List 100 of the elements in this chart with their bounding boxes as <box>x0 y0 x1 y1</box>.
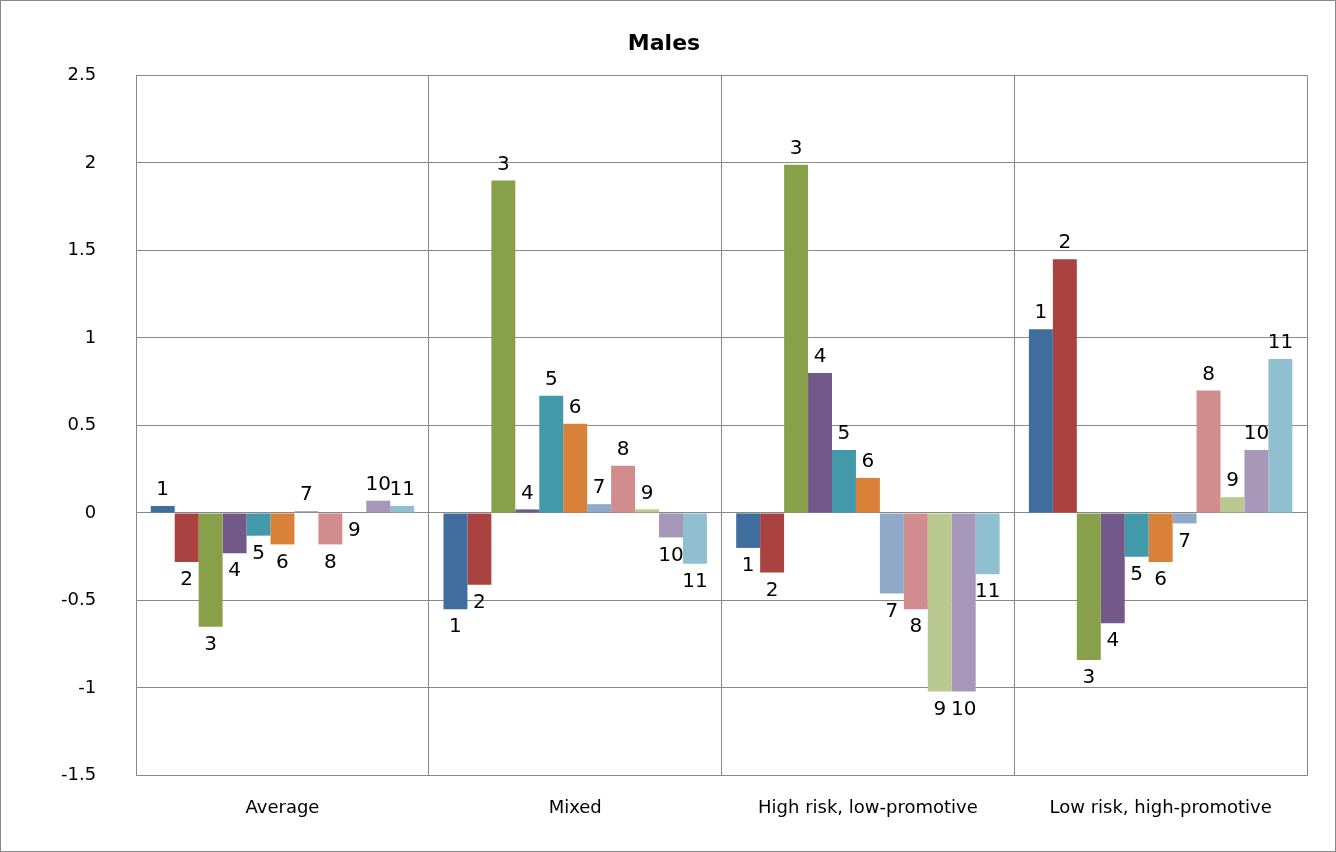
bar <box>1028 329 1053 513</box>
series-label: 3 <box>204 630 217 655</box>
text: 5 <box>837 420 851 445</box>
text: 6 <box>861 448 875 473</box>
bar <box>1100 513 1125 624</box>
series-label: 7 <box>885 597 899 622</box>
bar <box>515 509 540 513</box>
bar <box>1220 497 1245 513</box>
bar <box>198 513 223 627</box>
series-label: 10 <box>658 541 684 566</box>
x-tick-label: High risk, low-promotive <box>758 795 978 817</box>
bar <box>222 513 247 554</box>
series-label: 2 <box>180 566 194 591</box>
text: 5 <box>544 365 558 390</box>
bar <box>318 513 343 545</box>
series-label: 5 <box>252 539 265 564</box>
bar <box>760 513 785 573</box>
text: 6 <box>1154 566 1168 591</box>
text: 7 <box>1178 527 1191 552</box>
bar <box>975 513 1000 575</box>
text: 10 <box>950 695 977 720</box>
chart-title: Males <box>627 29 701 55</box>
bar <box>1172 513 1197 524</box>
bar <box>1244 449 1269 513</box>
bar <box>366 500 391 513</box>
bar <box>1268 358 1293 513</box>
bar <box>1124 513 1149 557</box>
bar <box>682 513 707 564</box>
bar <box>635 509 660 513</box>
bar <box>467 513 492 585</box>
x-tick-label: Average <box>245 795 320 817</box>
text: 3 <box>789 134 803 159</box>
bar <box>903 513 928 610</box>
series-label: 4 <box>228 557 241 582</box>
text: 8 <box>1202 360 1215 385</box>
series-label: 11 <box>682 567 708 592</box>
bar <box>855 477 880 513</box>
text: 6 <box>568 393 582 418</box>
text: 4 <box>813 343 827 368</box>
text: 4 <box>520 479 534 504</box>
text: 9 <box>1226 467 1239 492</box>
text: 9 <box>347 517 361 542</box>
text: 3 <box>1082 664 1096 689</box>
text: 1 <box>1034 299 1048 324</box>
text: 2 <box>1058 229 1072 254</box>
y-tick-label: 2 <box>84 150 97 172</box>
bar <box>246 513 271 536</box>
text: 4 <box>1106 627 1120 652</box>
text: 11 <box>974 578 1001 603</box>
bar <box>587 504 612 513</box>
text: 10 <box>365 470 392 495</box>
bar <box>951 513 976 692</box>
bar <box>736 513 761 548</box>
bar <box>270 513 295 545</box>
text: 10 <box>1243 420 1270 445</box>
bar <box>491 180 516 513</box>
text: 3 <box>496 150 510 175</box>
bar <box>1196 390 1221 513</box>
series-label: 6 <box>276 548 289 573</box>
bar <box>808 372 832 513</box>
bar <box>443 513 468 610</box>
bar <box>611 465 636 513</box>
text: 9 <box>640 479 654 504</box>
text: 7 <box>592 474 606 499</box>
text: 2 <box>765 576 779 601</box>
bar <box>927 513 952 692</box>
text: 11 <box>389 476 415 501</box>
text: 7 <box>300 481 313 506</box>
text: 1 <box>156 476 170 501</box>
bar <box>1052 259 1077 513</box>
bar <box>659 513 683 538</box>
y-tick-label: 0.5 <box>67 413 97 435</box>
y-tick-label: 0 <box>84 500 97 522</box>
text: 1 <box>741 552 755 577</box>
text: 11 <box>1267 329 1294 354</box>
text: 2 <box>473 588 486 613</box>
text: 8 <box>616 435 630 460</box>
bar <box>390 505 415 513</box>
y-tick-label: 2.5 <box>67 63 97 85</box>
bar <box>832 449 856 513</box>
y-tick-label: 1.5 <box>67 238 97 260</box>
x-tick-label: Low risk, high-promotive <box>1049 795 1272 817</box>
y-tick-label: -1 <box>78 675 97 697</box>
series-label: 9 <box>933 695 947 720</box>
bar <box>174 513 199 562</box>
x-tick-label: Mixed <box>548 795 602 817</box>
series-label: 8 <box>324 548 337 573</box>
series-label: 1 <box>449 613 462 638</box>
bar <box>539 395 564 513</box>
y-tick-label: -1.5 <box>61 763 97 785</box>
text: 5 <box>1130 560 1144 585</box>
text: 8 <box>909 613 923 638</box>
bar <box>1076 513 1101 660</box>
bar <box>879 513 904 594</box>
y-tick-label: 1 <box>84 325 97 347</box>
y-tick-label: -0.5 <box>61 588 97 610</box>
bar <box>150 505 175 513</box>
bar <box>563 423 588 513</box>
bar <box>784 164 809 513</box>
bar <box>1148 513 1173 562</box>
